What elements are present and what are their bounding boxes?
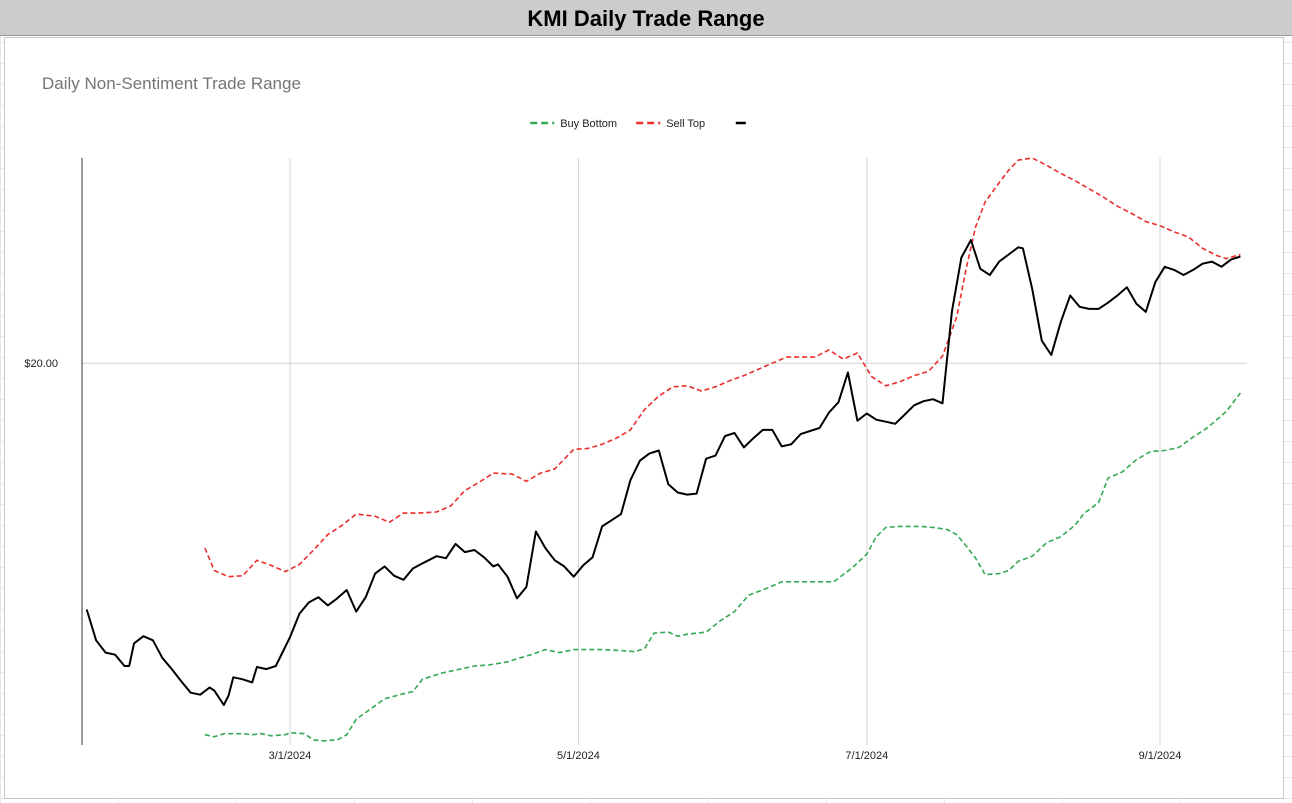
legend-label: Sell Top [666,118,705,130]
chart-title: Daily Non-Sentiment Trade Range [42,74,301,93]
buy-bottom-line [204,392,1242,742]
legend-item: Buy Bottom [530,118,617,130]
chart-panel[interactable] [4,37,1284,799]
x-tick-label: 3/1/2024 [269,750,312,762]
x-tick-label: 7/1/2024 [845,750,888,762]
x-tick-label: 5/1/2024 [557,750,600,762]
x-tick-label: 9/1/2024 [1139,750,1182,762]
price-line [85,239,1241,706]
legend-label: Buy Bottom [560,118,617,130]
legend-item: Sell Top [636,118,705,130]
sheet-title: KMI Daily Trade Range [0,0,1292,36]
y-tick-label: $20.00 [24,358,58,370]
sell-top-line [204,157,1241,578]
